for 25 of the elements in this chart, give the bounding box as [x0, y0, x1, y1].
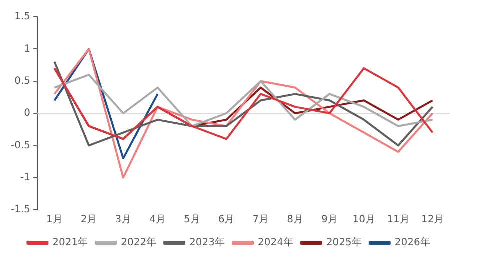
y-tick-label: 1	[24, 44, 31, 55]
legend-label: 2022年	[121, 236, 157, 249]
y-tick-label: 0	[24, 108, 31, 120]
x-tick-label: 9月	[322, 214, 338, 226]
y-tick-label: -1.5	[10, 204, 31, 216]
y-tick-label: -0.5	[10, 140, 31, 152]
x-tick-label: 7月	[252, 214, 270, 226]
x-tick-label: 8月	[287, 214, 304, 226]
legend-label: 2023年	[190, 236, 226, 249]
x-tick-label: 10月	[352, 214, 376, 226]
legend-label: 2024年	[258, 236, 294, 249]
x-tick-label: 3月	[115, 214, 132, 226]
y-tick-label: -1	[20, 172, 31, 184]
y-tick-label: 0.5	[14, 76, 31, 87]
legend-label: 2025年	[326, 236, 362, 249]
x-tick-label: 4月	[150, 214, 166, 226]
legend-label: 2026年	[394, 236, 430, 249]
x-tick-label: 11月	[387, 214, 410, 226]
y-tick-label: 1.5	[14, 12, 31, 23]
x-tick-label: 1月	[46, 214, 63, 226]
x-tick-label: 6月	[218, 214, 235, 226]
legend-label: 2021年	[52, 236, 88, 249]
x-tick-label: 12月	[421, 214, 444, 226]
x-tick-label: 5月	[184, 214, 200, 226]
x-tick-label: 2月	[80, 214, 98, 226]
